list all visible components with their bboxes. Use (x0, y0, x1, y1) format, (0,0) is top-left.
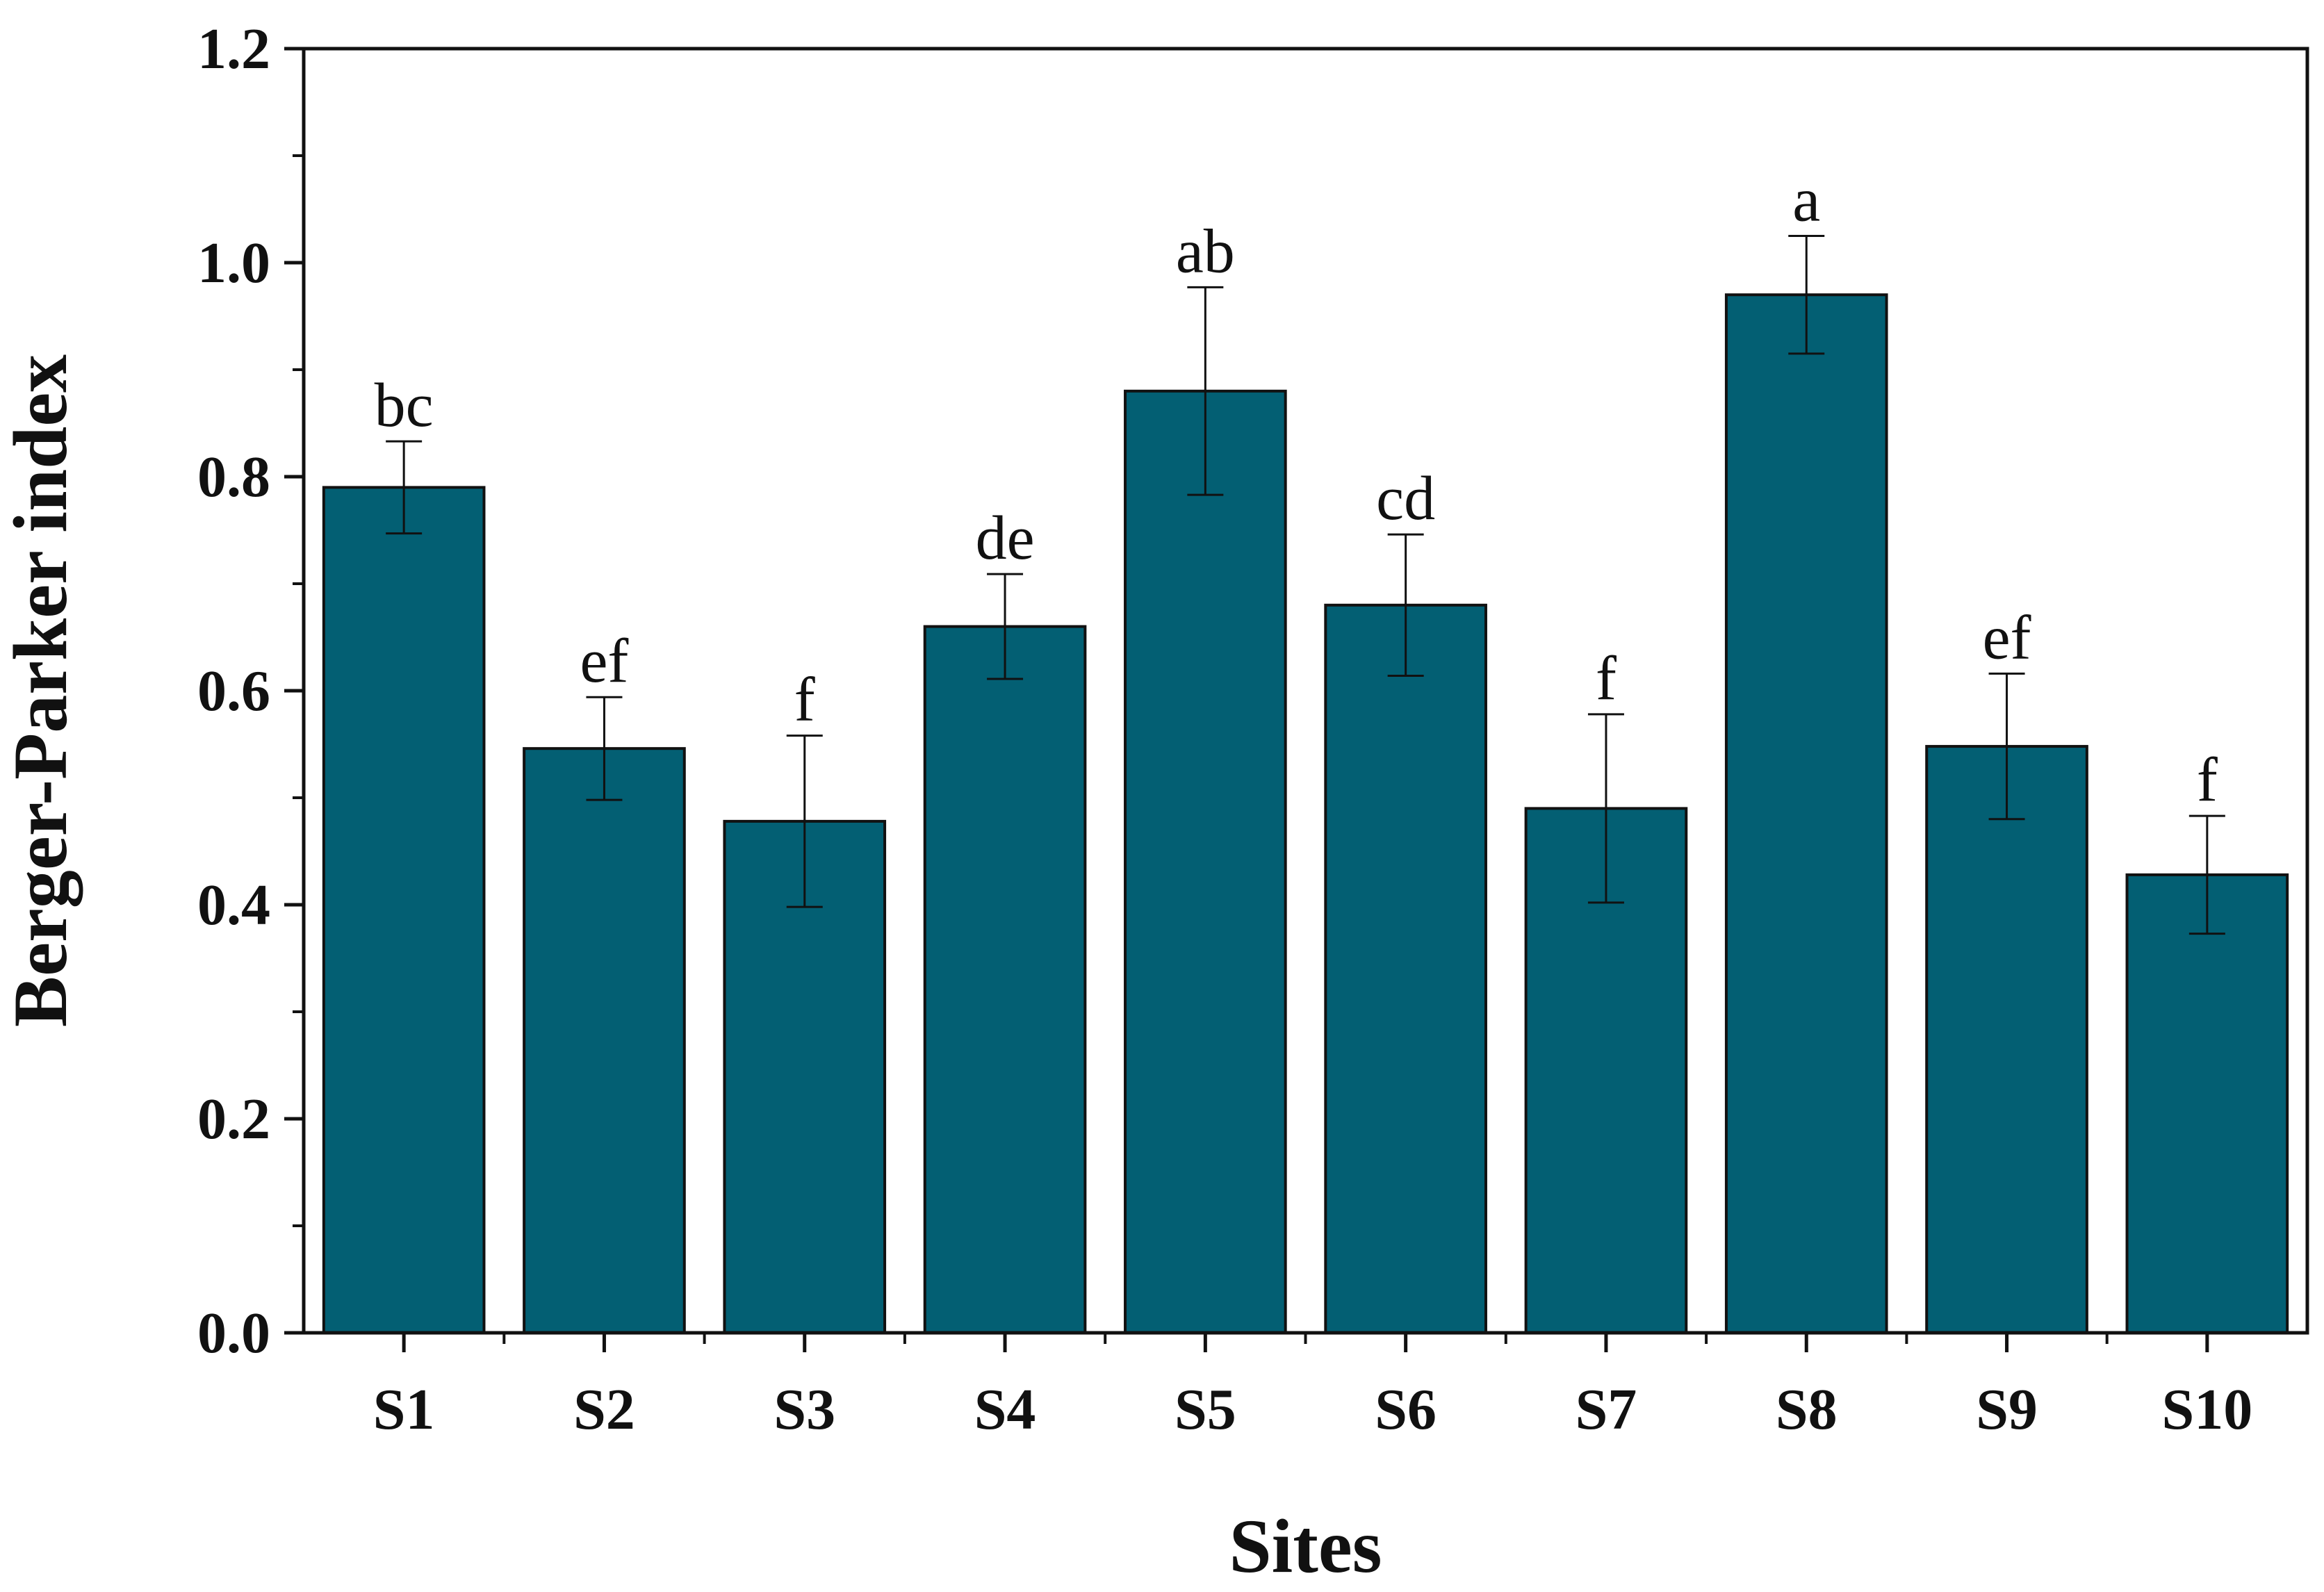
plot-frame (302, 47, 2309, 1335)
significance-label-s9: ef (1983, 603, 2031, 672)
x-tick-label-s3: S3 (774, 1377, 835, 1442)
y-tick-label: 0.4 (197, 873, 270, 937)
significance-label-s2: ef (580, 627, 628, 696)
significance-label-s7: f (1596, 644, 1617, 713)
bar-s5 (1124, 389, 1287, 1334)
significance-label-s3: f (794, 666, 815, 735)
x-tick-label-s6: S6 (1375, 1377, 1437, 1442)
x-tick-label-s8: S8 (1776, 1377, 1838, 1442)
bars-layer (322, 293, 2289, 1335)
bar-s4 (923, 625, 1087, 1334)
y-tick-label: 0.2 (197, 1087, 270, 1151)
x-tick-label-s9: S9 (1976, 1377, 2038, 1442)
significance-label-s1: bc (375, 371, 434, 440)
x-axis: S1 S2 S3 S4 S5 S6 S7 S8 S9 S10 (373, 1333, 2252, 1442)
x-tick-label-s4: S4 (974, 1377, 1036, 1442)
x-tick-label-s10: S10 (2161, 1377, 2252, 1442)
bar-s2 (523, 747, 686, 1335)
significance-label-s10: f (2197, 746, 2218, 814)
y-axis-title: Berger-Parker index (0, 354, 83, 1027)
x-tick-label-s2: S2 (573, 1377, 635, 1442)
bar-s9 (1925, 745, 2088, 1334)
error-bars-layer (386, 235, 2225, 935)
y-axis: 0.0 0.2 0.4 0.6 0.8 1.0 1.2 (197, 17, 304, 1365)
significance-label-s4: de (976, 504, 1035, 573)
bar-s10 (2125, 873, 2289, 1334)
y-tick-label: 0.8 (197, 445, 270, 509)
x-tick-label-s5: S5 (1175, 1377, 1236, 1442)
y-tick-label: 0.6 (197, 659, 270, 723)
significance-label-s6: cd (1376, 464, 1435, 533)
significance-label-s8: a (1792, 166, 1820, 235)
y-tick-label: 1.0 (197, 231, 270, 295)
bar-s1 (322, 486, 486, 1334)
y-tick-label: 0.0 (197, 1301, 270, 1365)
x-tick-label-s7: S7 (1576, 1377, 1637, 1442)
bar-s6 (1324, 603, 1487, 1334)
bar-s8 (1724, 293, 1888, 1335)
y-tick-label: 1.2 (197, 17, 270, 81)
significance-label-s5: ab (1176, 217, 1235, 286)
x-axis-title: Sites (1229, 1504, 1382, 1589)
significance-labels-layer: bc ef f de ab cd f a ef f (375, 166, 2218, 815)
x-tick-label-s1: S1 (373, 1377, 435, 1442)
